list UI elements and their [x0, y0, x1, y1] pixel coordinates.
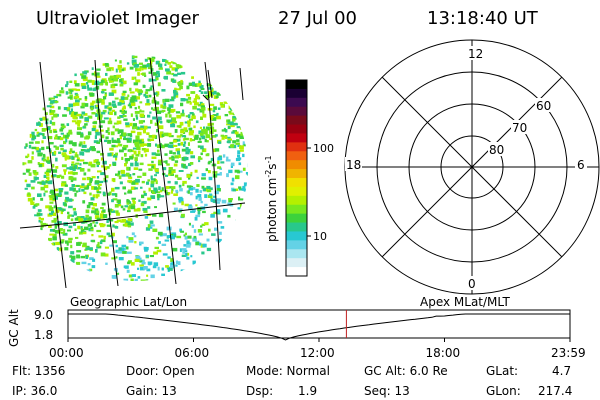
- sequence-value: Seq: 13: [364, 384, 410, 398]
- glat-value: 4.7: [552, 364, 572, 378]
- colorbar-step: [286, 97, 307, 108]
- uv-image-disk: [19, 55, 248, 289]
- geographic-grid-title: Geographic Lat/Lon: [70, 295, 187, 309]
- colorbar-step: [286, 106, 307, 117]
- flight-number: Flt: 1356: [12, 364, 66, 378]
- colorbar-step: [286, 133, 307, 143]
- colorbar-step: [286, 186, 307, 197]
- geographic-grid: [19, 57, 246, 289]
- altitude-plot: GC Alt 9.0 1.8 00:00 06:00 12:00 18:00 23:59: [7, 308, 586, 360]
- date-label: 27 Jul 00: [278, 8, 357, 29]
- colorbar-tick-10: 10: [313, 230, 327, 243]
- mlat-label-60: 60: [536, 99, 551, 113]
- mlat-label-70: 70: [512, 121, 527, 135]
- glon-label: GLon:: [486, 384, 521, 398]
- colorbar-step: [286, 267, 307, 277]
- glon-value: 217.4: [538, 384, 573, 398]
- colorbar-step: [286, 213, 307, 224]
- altitude-ylabel: GC Alt: [7, 309, 21, 347]
- dsp-value: 1.9: [298, 384, 318, 398]
- altitude-ytick-1: 1.8: [34, 328, 53, 342]
- colorbar-step: [286, 249, 307, 259]
- mlt-label-12: 12: [468, 47, 483, 61]
- color-bar: 100 10 photon cm-2s-1: [264, 79, 334, 277]
- polar-plot: [344, 39, 600, 295]
- colorbar-step: [286, 124, 307, 135]
- colorbar-step: [286, 88, 307, 99]
- time-label: 13:18:40 UT: [427, 8, 538, 29]
- altitude-xtick-label: 23:59: [551, 346, 586, 360]
- ip-value: IP: 36.0: [12, 384, 58, 398]
- colorbar-step: [286, 240, 307, 250]
- altitude-xtick-label: 18:00: [426, 346, 461, 360]
- colorbar-step: [286, 115, 307, 126]
- dsp-label: Dsp:: [246, 384, 274, 398]
- instrument-title: Ultraviolet Imager: [36, 8, 199, 29]
- colorbar-step: [286, 151, 307, 161]
- colorbar-step: [286, 80, 307, 90]
- mlat-label-80: 80: [489, 143, 504, 157]
- altitude-xtick-label: 00:00: [49, 346, 84, 360]
- colorbar-step: [286, 160, 307, 170]
- colorbar-step: [286, 231, 307, 241]
- colorbar-step: [286, 195, 307, 206]
- glat-label: GLat:: [486, 364, 519, 378]
- mlt-label-6: 6: [577, 158, 585, 172]
- colorbar-step: [286, 204, 307, 215]
- mlt-label-18: 18: [346, 158, 361, 172]
- door-status: Door: Open: [126, 364, 195, 378]
- colorbar-step: [286, 142, 307, 152]
- altitude-xtick-label: 12:00: [300, 346, 335, 360]
- mlt-label-0: 0: [468, 277, 476, 291]
- gc-altitude: GC Alt: 6.0 Re: [364, 364, 448, 378]
- colorbar-step: [286, 258, 307, 268]
- colorbar-unit: photon cm-2s-1: [264, 155, 279, 242]
- colorbar-step: [286, 178, 307, 188]
- mode-value: Mode: Normal: [246, 364, 330, 378]
- altitude-xtick-label: 06:00: [175, 346, 210, 360]
- gain-value: Gain: 13: [126, 384, 177, 398]
- altitude-ytick-9: 9.0: [34, 308, 53, 322]
- colorbar-tick-100: 100: [313, 142, 334, 155]
- colorbar-step: [286, 169, 307, 179]
- apex-grid-title: Apex MLat/MLT: [420, 295, 510, 309]
- colorbar-step: [286, 222, 307, 233]
